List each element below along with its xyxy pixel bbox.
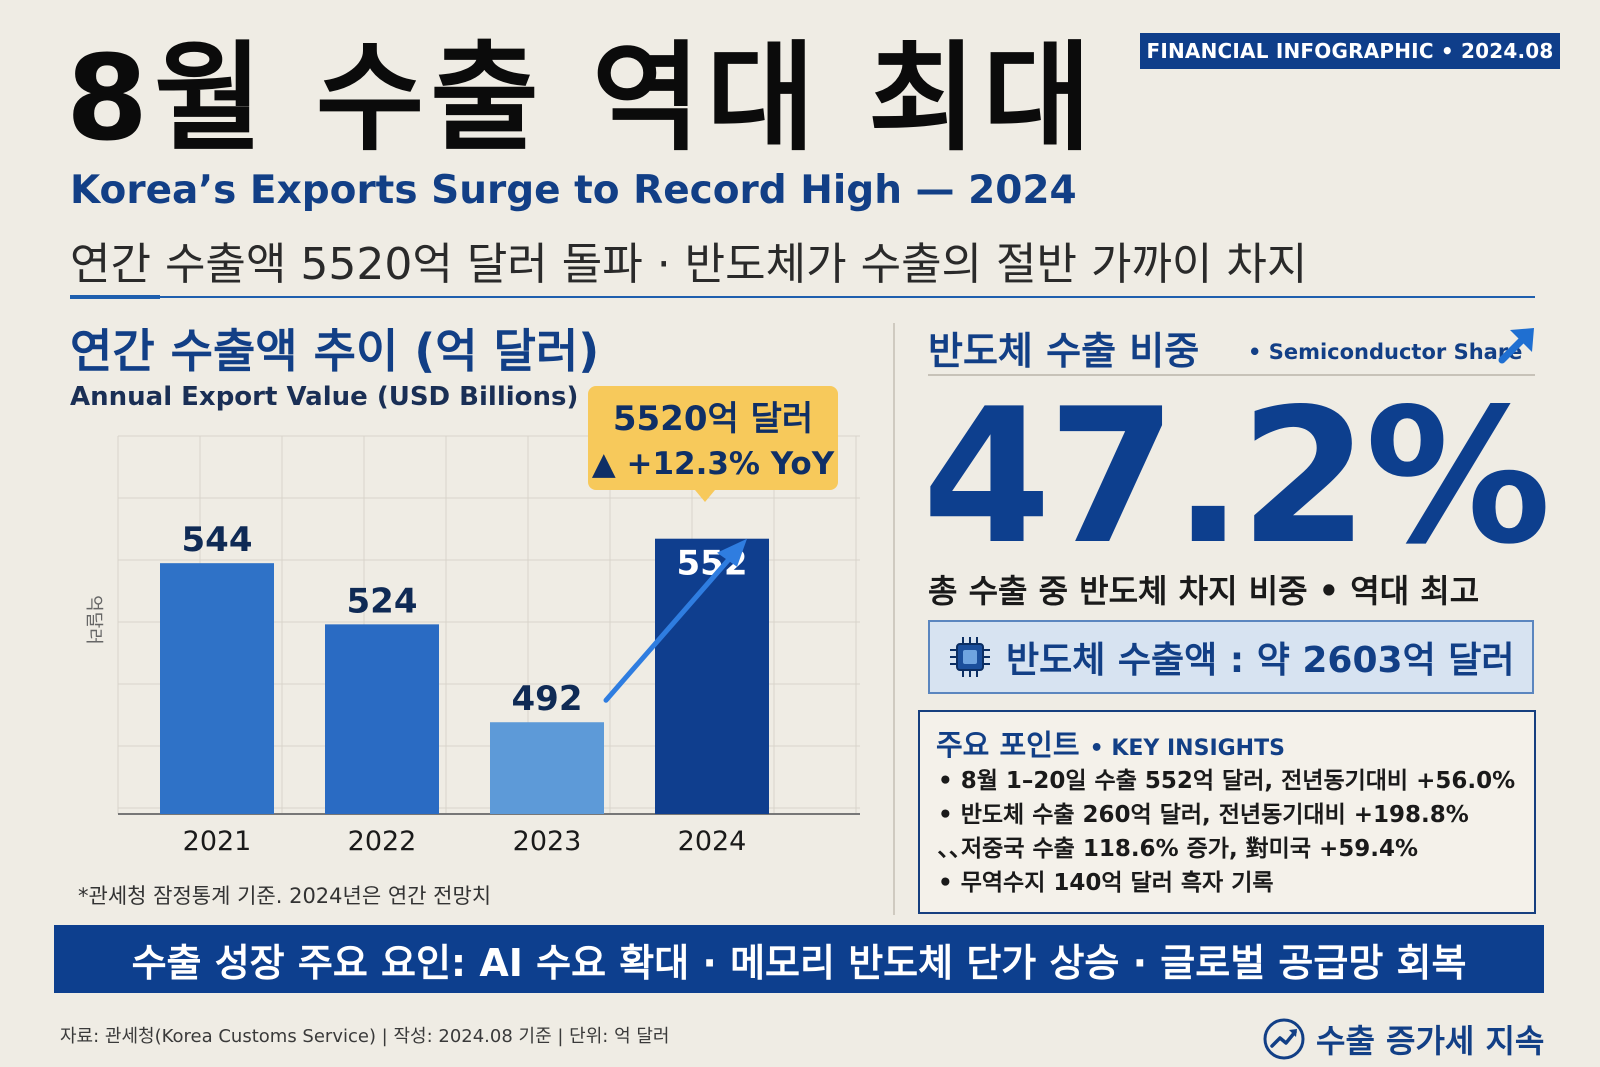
x-tick-2023: 2023 [513, 826, 582, 857]
header-divider-accent [70, 295, 160, 299]
semiconductor-export-box: 반도체 수출액 : 약 2603억 달러 [928, 620, 1534, 694]
y-axis-label: 억달러 [83, 595, 104, 645]
semiconductor-export-value: 반도체 수출액 : 약 2603억 달러 [1006, 640, 1515, 681]
chip-icon [950, 637, 990, 677]
bar-2022 [325, 624, 439, 814]
up-right-arrow-icon [1498, 328, 1534, 364]
chart-bars [160, 538, 769, 814]
growth-arrow-head [717, 538, 747, 567]
chart-x-ticks: 2021 2022 2023 2024 [183, 826, 747, 857]
semiconductor-title-rule [928, 374, 1535, 376]
callout-growth: ▲ +12.3% YoY [592, 446, 835, 482]
x-tick-2022: 2022 [348, 826, 417, 857]
list-item: • 8월 1–20일 수출 552억 달러, 전년동기대비 +56.0% [938, 768, 1516, 794]
callout-value: 5520억 달러 [613, 399, 813, 439]
key-insights-heading: 주요 포인트 • KEY INSIGHTS [936, 722, 1285, 764]
section-divider [893, 323, 895, 915]
chart-section-subtitle: Annual Export Value (USD Billions) [70, 382, 579, 412]
semiconductor-share-title: 반도체 수출 비중 [928, 329, 1200, 373]
growth-arrow [603, 538, 747, 703]
list-item: • 무역수지 140억 달러 흑자 기록 [938, 870, 1274, 896]
key-insights-title-en: • KEY INSIGHTS [1089, 736, 1285, 761]
bar-2024 [655, 538, 769, 814]
infographic-badge: FINANCIAL INFOGRAPHIC • 2024.08 [1140, 33, 1560, 69]
x-tick-2024: 2024 [678, 826, 747, 857]
chart-section-title: 연간 수출액 추이 (억 달러) [70, 324, 600, 378]
semiconductor-share-value: 47.2% [922, 368, 1551, 585]
semiconductor-share-caption: 총 수출 중 반도체 차지 비중 • 역대 최고 [928, 572, 1480, 610]
data-label-2022: 524 [347, 581, 418, 621]
english-subtitle: Korea’s Exports Surge to Record High — 2… [70, 168, 1077, 213]
trend-up-icon [1263, 1018, 1305, 1060]
callout-box: 5520억 달러 ▲ +12.3% YoY [588, 386, 838, 502]
list-item: ､､저중국 수출 118.6% 증가, 對미국 +59.4% [938, 836, 1419, 862]
key-insights-list: • 8월 1–20일 수출 552억 달러, 전년동기대비 +56.0% • 반… [938, 764, 1515, 900]
data-label-2023: 492 [512, 679, 583, 719]
data-label-2021: 544 [182, 520, 253, 560]
bar-2021 [160, 563, 274, 814]
key-insights-box: 주요 포인트 • KEY INSIGHTS • 8월 1–20일 수출 552억… [918, 710, 1536, 914]
growth-factors-banner: 수출 성장 주요 요인: AI 수요 확대 · 메모리 반도체 단가 상승 · … [54, 925, 1544, 993]
footer-source-note: 자료: 관세청(Korea Customs Service) | 작성: 202… [60, 1026, 670, 1047]
header-divider [70, 296, 1535, 298]
callout-background [588, 386, 838, 490]
list-item: • 반도체 수출 260억 달러, 전년동기대비 +198.8% [938, 802, 1469, 828]
footer-trend-label: 수출 증가세 지속 [1316, 1022, 1545, 1060]
semiconductor-share-subtitle: • Semiconductor Share [1248, 340, 1523, 364]
callout-pointer [695, 490, 715, 502]
key-insights-title: 주요 포인트 [936, 728, 1080, 762]
footer-trend: 수출 증가세 지속 [1262, 1016, 1544, 1062]
x-tick-2021: 2021 [183, 826, 252, 857]
korean-subtitle: 연간 수출액 5520억 달러 돌파 · 반도체가 수출의 절반 가까이 차지 [70, 239, 1308, 290]
chart-source-note: *관세청 잠정통계 기준. 2024년은 연간 전망치 [78, 884, 492, 908]
bar-2023 [490, 722, 604, 814]
growth-arrow-shaft [603, 552, 736, 703]
page-title: 8월 수출 역대 최대 [66, 29, 1098, 167]
